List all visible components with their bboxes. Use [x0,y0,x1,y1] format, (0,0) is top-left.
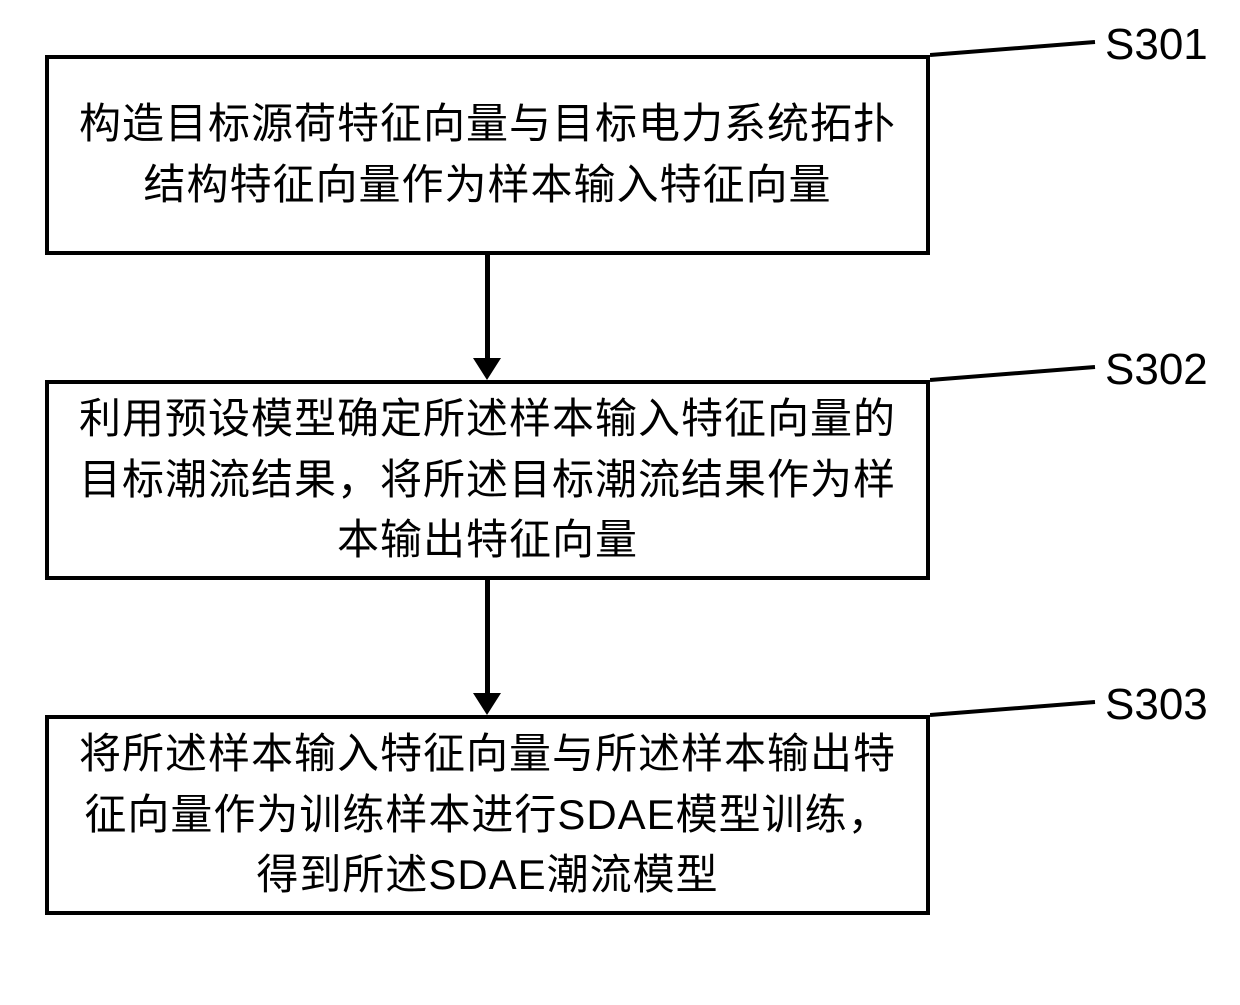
arrow-line-1-2 [485,255,490,358]
step-label-1: S301 [1105,20,1208,70]
flowchart-node-1: 构造目标源荷特征向量与目标电力系统拓扑结构特征向量作为样本输入特征向量 [45,55,930,255]
flowchart-node-1-text: 构造目标源荷特征向量与目标电力系统拓扑结构特征向量作为样本输入特征向量 [79,94,896,216]
flowchart-node-2: 利用预设模型确定所述样本输入特征向量的目标潮流结果，将所述目标潮流结果作为样本输… [45,380,930,580]
arrow-head-1-2 [473,358,501,380]
arrow-line-2-3 [485,580,490,693]
label-connector-1 [930,38,1100,58]
label-connector-2 [930,363,1100,383]
flowchart-container: 构造目标源荷特征向量与目标电力系统拓扑结构特征向量作为样本输入特征向量 S301… [0,0,1240,1005]
flowchart-node-3: 将所述样本输入特征向量与所述样本输出特征向量作为训练样本进行SDAE模型训练，得… [45,715,930,915]
step-label-3: S303 [1105,680,1208,730]
flowchart-node-2-text: 利用预设模型确定所述样本输入特征向量的目标潮流结果，将所述目标潮流结果作为样本输… [79,389,896,572]
label-connector-3 [930,698,1100,718]
step-label-2: S302 [1105,345,1208,395]
flowchart-node-3-text: 将所述样本输入特征向量与所述样本输出特征向量作为训练样本进行SDAE模型训练，得… [79,724,896,907]
arrow-head-2-3 [473,693,501,715]
